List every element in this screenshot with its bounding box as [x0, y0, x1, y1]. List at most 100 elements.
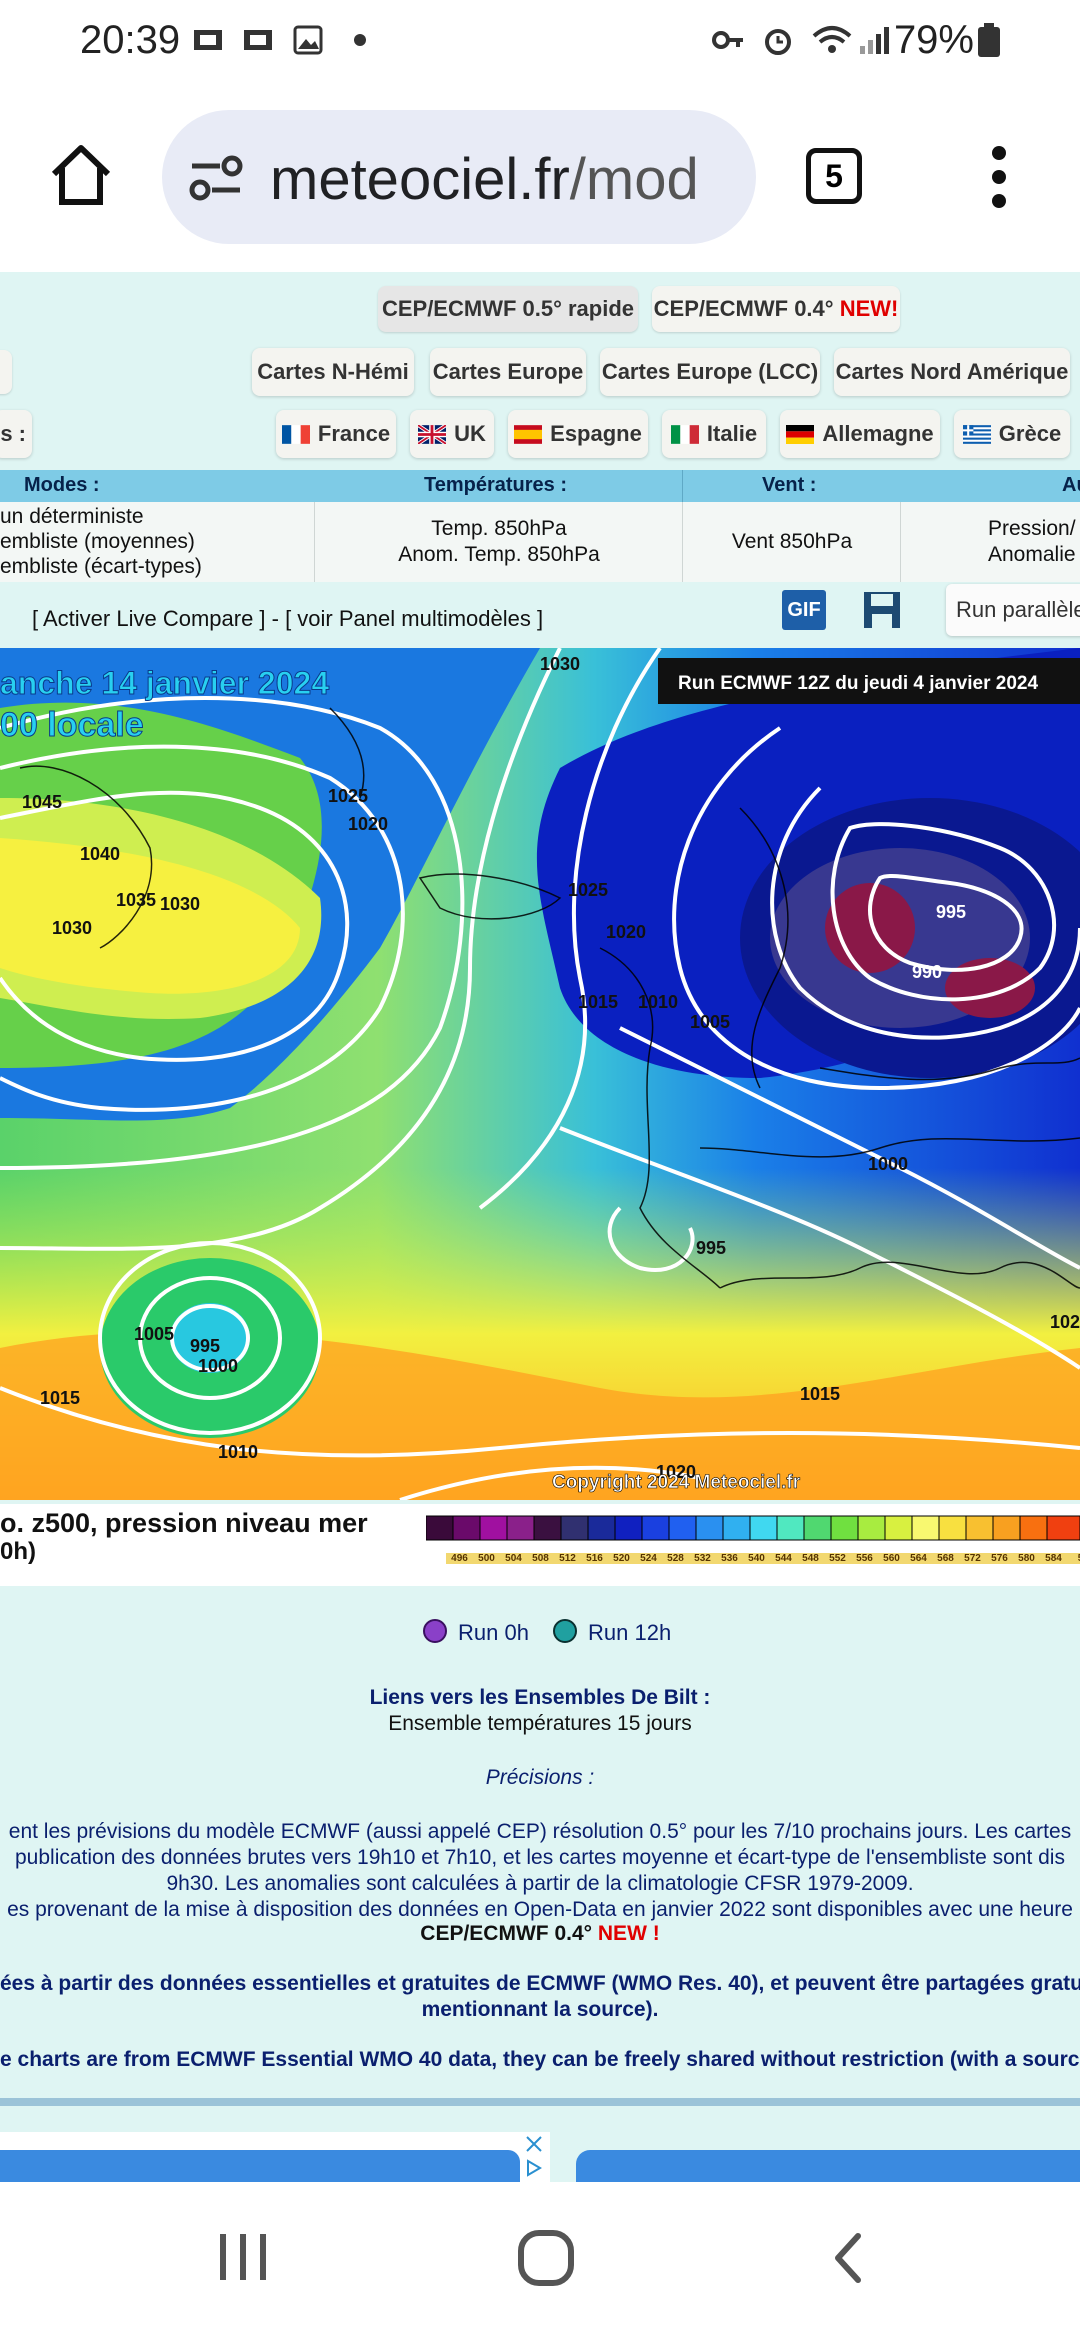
- isobar-label: 1045: [22, 792, 62, 812]
- run-0h-icon[interactable]: [422, 1618, 448, 1644]
- map-date-title: anche 14 janvier 2024 00 locale: [0, 665, 330, 745]
- battery-icon: [978, 23, 1000, 57]
- isobar-label: 995: [936, 902, 966, 922]
- scale-tick: 528: [662, 1553, 689, 1564]
- cartes-europe-button[interactable]: Cartes Europe: [430, 348, 586, 396]
- recent-apps-icon[interactable]: [216, 2230, 270, 2284]
- run-12h-icon[interactable]: [552, 1618, 578, 1644]
- models-table-header: Modes : Températures : Vent : Au: [0, 470, 1080, 502]
- gif-animation-button[interactable]: GIF: [782, 590, 826, 630]
- isobar-label: 1015: [578, 992, 618, 1012]
- save-icon[interactable]: [862, 590, 902, 630]
- run-12h-link[interactable]: Run 12h: [588, 1620, 672, 1645]
- ad-choices-icon[interactable]: [524, 2158, 544, 2178]
- site-settings-icon[interactable]: [188, 152, 244, 204]
- browser-toolbar: meteociel.fr/mod 5: [0, 88, 1080, 273]
- country-france-button[interactable]: France: [276, 410, 396, 458]
- home-icon[interactable]: [48, 142, 114, 208]
- france-flag-icon: [281, 424, 310, 444]
- vent-850-link[interactable]: Vent 850hPa: [731, 530, 853, 553]
- home-nav-icon[interactable]: [516, 2228, 576, 2288]
- license-line3-en: e charts are from ECMWF Essential WMO 40…: [0, 2048, 1080, 2071]
- url-text: meteociel.fr/mod: [270, 146, 699, 213]
- scale-tick: 496: [446, 1553, 473, 1564]
- isobar-label: 995: [696, 1238, 726, 1258]
- germany-flag-icon: [786, 424, 815, 444]
- scale-tick: 504: [500, 1553, 527, 1564]
- ensembles-title: Liens vers les Ensembles De Bilt :: [369, 1686, 711, 1709]
- system-nav-bar: [0, 2182, 1080, 2340]
- country-label: Italie: [706, 421, 758, 446]
- more-menu-icon[interactable]: [984, 144, 1014, 210]
- header-modes: Modes :: [24, 474, 100, 496]
- gallery-icon: [293, 25, 323, 55]
- isobar-label: 1015: [40, 1388, 80, 1408]
- isobar-label: 995: [190, 1336, 220, 1356]
- back-icon[interactable]: [828, 2230, 868, 2286]
- isobar-label: 1015: [800, 1384, 840, 1404]
- run-parallele-select[interactable]: Run parallèle: [946, 584, 1080, 636]
- anomalie-link[interactable]: Anomalie: [988, 543, 1076, 566]
- cell-divider: [314, 502, 315, 582]
- cep-04-link[interactable]: CEP/ECMWF 0.4°: [420, 1922, 593, 1945]
- mode-deterministe-link[interactable]: un déterministe: [0, 505, 144, 528]
- license-line1: ées à partir des données essentielles et…: [0, 1972, 1080, 1995]
- tab-switcher-button[interactable]: 5: [806, 148, 862, 204]
- scale-tick: 556: [851, 1553, 878, 1564]
- scale-tick: 572: [959, 1553, 986, 1564]
- country-label: Espagne: [550, 421, 642, 446]
- country-italie-button[interactable]: Italie: [662, 410, 766, 458]
- run-banner-bg: [658, 658, 1080, 704]
- weather-map[interactable]: 1030 1045 1040 1035 1030 1030 1025 1020 …: [0, 648, 1080, 1500]
- temp-850-link[interactable]: Temp. 850hPa: [431, 517, 567, 540]
- isobar-label: 1030: [160, 894, 200, 914]
- map-date-line2: 00 locale: [0, 706, 144, 744]
- ad-button[interactable]: [0, 2150, 520, 2182]
- pression-link[interactable]: Pression/: [988, 517, 1076, 540]
- anom-temp-850-link[interactable]: Anom. Temp. 850hPa: [398, 543, 600, 566]
- ensemble-temperatures-link[interactable]: Ensemble températures 15 jours: [388, 1712, 692, 1735]
- cartes-europe-lcc-button[interactable]: Cartes Europe (LCC): [600, 348, 820, 396]
- no-cast-icon: [194, 30, 222, 50]
- cep-04-label: CEP/ECMWF 0.4°: [653, 296, 834, 321]
- country-label: Grèce: [998, 421, 1062, 446]
- run-0h-link[interactable]: Run 0h: [458, 1620, 529, 1645]
- coastlines: [19, 707, 1080, 1289]
- country-espagne-button[interactable]: Espagne: [508, 410, 648, 458]
- cartes-nord-amerique-button[interactable]: Cartes Nord Amérique: [834, 348, 1070, 396]
- live-compare-link[interactable]: [ Activer Live Compare ] - [ voir Panel …: [32, 606, 544, 631]
- cartes-n-hemi-button[interactable]: Cartes N-Hémi: [252, 348, 414, 396]
- map-copyright: Copyright 2024 Meteociel.fr: [552, 1472, 801, 1493]
- country-uk-button[interactable]: UK: [410, 410, 494, 458]
- new-badge-2: NEW !: [597, 1922, 660, 1945]
- color-scale-ticks: 496 500 504 508 512 516 520 524 528 532 536 540 544 5…: [446, 1548, 1080, 1568]
- isobar-labels: 1030 1045 1040 1035 1030 1030 1025 1020 …: [22, 654, 1080, 1482]
- settings-s-button[interactable]: s :: [0, 410, 32, 458]
- uk-flag-icon: [418, 424, 447, 444]
- scale-tick: 508: [527, 1553, 554, 1564]
- isobar-label: 1010: [218, 1442, 258, 1462]
- scale-tick: 548: [797, 1553, 824, 1564]
- isobar-label: 1010: [638, 992, 678, 1012]
- cep-rapide-button[interactable]: CEP/ECMWF 0.5° rapide: [378, 286, 638, 332]
- mode-moyennes-link[interactable]: embliste (moyennes): [0, 530, 195, 553]
- run-banner-text: Run ECMWF 12Z du jeudi 4 janvier 2024: [678, 673, 1038, 694]
- isobar-label: 1020: [348, 814, 388, 834]
- cell-divider: [682, 502, 683, 582]
- country-allemagne-button[interactable]: Allemagne: [780, 410, 940, 458]
- mode-ecart-types-link[interactable]: embliste (écart-types): [0, 555, 202, 578]
- isobar-label: 990: [912, 962, 942, 982]
- cell-divider: [900, 502, 901, 582]
- ad-banner-2[interactable]: [576, 2150, 1080, 2182]
- precisions-line1: ent les prévisions du modèle ECMWF (auss…: [8, 1820, 1072, 1843]
- ad-close-icon[interactable]: [524, 2134, 544, 2154]
- isobar-label: 1040: [80, 844, 120, 864]
- ad-banner[interactable]: [0, 2132, 550, 2182]
- scale-tick: 524: [635, 1553, 662, 1564]
- legend-title: o. z500, pression niveau mer: [0, 1508, 368, 1538]
- cep-04-button[interactable]: CEP/ECMWF 0.4° NEW!: [652, 286, 900, 332]
- left-edge-button[interactable]: [0, 350, 12, 394]
- country-label: Allemagne: [822, 421, 934, 446]
- address-bar[interactable]: meteociel.fr/mod: [162, 110, 756, 244]
- country-grece-button[interactable]: Grèce: [954, 410, 1070, 458]
